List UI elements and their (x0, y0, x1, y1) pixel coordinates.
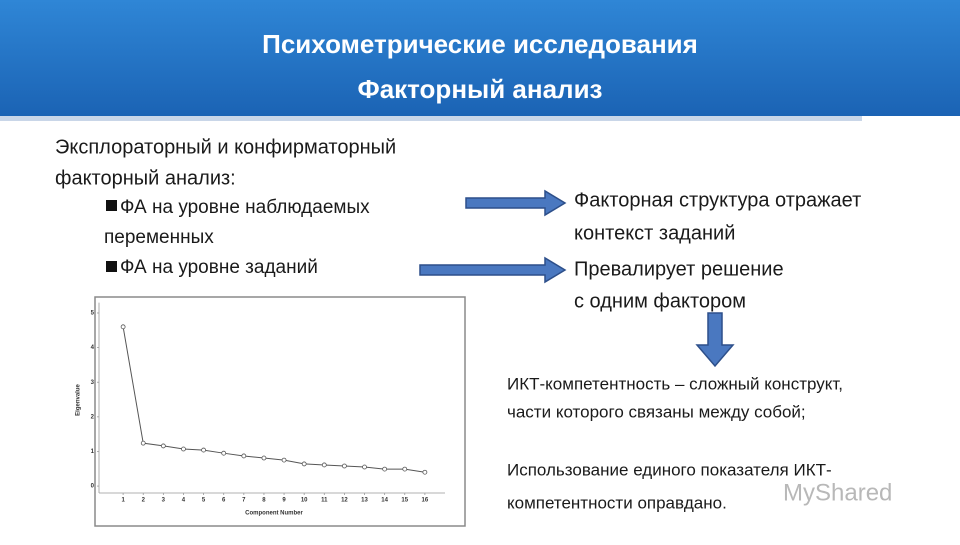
arrow (419, 256, 567, 284)
data-point (241, 453, 247, 459)
data-point (120, 324, 126, 330)
watermark: MyShared (783, 479, 892, 506)
x-tick-label: 15 (401, 498, 408, 504)
intro-text: факторный анализ: (55, 167, 236, 189)
intro-text: Эксплораторный и конфирматорный (55, 136, 396, 158)
data-point (160, 443, 166, 449)
data-point (261, 455, 267, 461)
y-axis-title: Eigenvalue (76, 384, 82, 416)
x-tick-label: 5 (202, 498, 206, 504)
arrow (465, 189, 567, 217)
y-tick-label: 4 (91, 345, 95, 351)
x-tick-label: 12 (341, 498, 348, 504)
y-tick-label: 1 (91, 449, 95, 455)
bullet-text: ФА на уровне наблюдаемых (120, 197, 370, 218)
data-point (402, 466, 408, 472)
conclusion-text: компетентности оправдано. (507, 493, 727, 512)
y-tick-label: 0 (91, 484, 95, 490)
data-point (281, 457, 287, 463)
x-axis-title: Component Number (245, 511, 303, 517)
header-band (0, 0, 960, 116)
y-tick-label: 5 (91, 311, 95, 317)
x-tick-label: 16 (422, 498, 429, 504)
x-tick-label: 9 (282, 498, 286, 504)
result-text: контекст заданий (574, 222, 735, 244)
x-tick-label: 4 (182, 498, 186, 504)
result-text: с одним фактором (574, 290, 746, 312)
data-point (342, 463, 347, 469)
x-tick-label: 3 (162, 498, 166, 504)
x-tick-label: 2 (142, 498, 146, 504)
data-point (382, 466, 388, 472)
data-point (321, 462, 327, 468)
title: Факторный анализ (358, 74, 603, 104)
x-tick-label: 14 (381, 498, 388, 504)
header-stripe (0, 116, 862, 121)
x-tick-label: 6 (222, 498, 226, 504)
data-point (201, 447, 206, 453)
x-tick-label: 8 (262, 498, 266, 504)
y-tick-label: 2 (91, 414, 95, 420)
series-line (122, 326, 425, 473)
bullet-marker (106, 200, 117, 211)
bullet-marker (106, 261, 117, 272)
x-tick-label: 11 (321, 498, 328, 504)
x-tick-label: 13 (361, 498, 368, 504)
data-point (422, 469, 428, 475)
data-point (181, 446, 186, 452)
bullet-text: ФА на уровне заданий (120, 257, 318, 278)
result-text: Превалирует решение (574, 258, 784, 280)
conclusion-text: Использование единого показателя ИКТ- (507, 460, 832, 479)
result-text: Факторная структура отражает (574, 189, 861, 211)
x-tick-label: 10 (301, 498, 308, 504)
data-point (301, 461, 307, 467)
conclusion-text: части которого связаны между собой; (507, 402, 806, 421)
y-tick-label: 3 (91, 380, 95, 386)
data-point (362, 464, 367, 470)
data-point (221, 450, 227, 456)
x-tick-label: 1 (121, 498, 125, 504)
data-point (140, 440, 146, 446)
x-tick-label: 7 (242, 498, 246, 504)
bullet-text: переменных (104, 227, 214, 248)
conclusion-text: ИКТ-компетентность – сложный конструкт, (507, 374, 843, 393)
title: Психометрические исследования (262, 29, 698, 59)
chart-frame (94, 296, 466, 527)
arrow (695, 312, 735, 368)
